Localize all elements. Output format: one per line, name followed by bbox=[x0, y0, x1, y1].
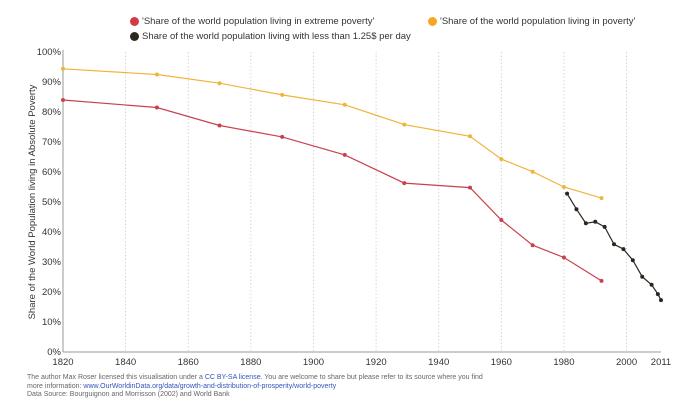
data-point bbox=[561, 185, 566, 189]
x-tick-label: 1940 bbox=[428, 357, 449, 368]
license-link[interactable]: CC BY-SA license bbox=[204, 374, 261, 381]
data-point bbox=[280, 134, 285, 139]
series-2 bbox=[565, 191, 663, 303]
y-tick-label: 30% bbox=[42, 257, 62, 268]
data-point bbox=[630, 258, 635, 263]
y-tick-label: 20% bbox=[42, 287, 62, 298]
legend-item-extreme-poverty[interactable]: 'Share of the world population living in… bbox=[130, 16, 374, 27]
series-line bbox=[566, 193, 662, 301]
data-point bbox=[612, 242, 617, 247]
y-tick-label: 70% bbox=[42, 137, 62, 148]
y-tick-label: 50% bbox=[42, 197, 62, 208]
y-tick-label: 90% bbox=[42, 77, 62, 88]
series-0 bbox=[61, 98, 604, 283]
data-point bbox=[154, 72, 159, 77]
footer-text-prefix: The author Max Roser licensed this visua… bbox=[27, 374, 205, 381]
data-point bbox=[649, 282, 654, 287]
x-tick-label: 1920 bbox=[366, 357, 387, 368]
data-point bbox=[402, 122, 407, 127]
series-1 bbox=[61, 66, 604, 201]
data-point bbox=[602, 224, 607, 229]
y-tick-label: 40% bbox=[42, 227, 62, 238]
data-point bbox=[530, 169, 535, 174]
series-line bbox=[62, 99, 602, 282]
legend-item-poverty[interactable]: 'Share of the world population living in… bbox=[428, 16, 635, 27]
data-point bbox=[61, 98, 65, 102]
x-tick-label: 2000 bbox=[616, 357, 637, 368]
grid-lines bbox=[125, 52, 627, 352]
y-tick-label: 0% bbox=[47, 347, 61, 358]
series-group bbox=[61, 66, 663, 303]
data-point bbox=[583, 221, 588, 226]
legend-label: Share of the world population living wit… bbox=[142, 31, 411, 42]
data-point bbox=[565, 191, 570, 196]
data-point bbox=[217, 123, 222, 128]
data-point bbox=[342, 152, 347, 157]
x-tick-label: 2011 bbox=[651, 357, 671, 368]
source-link[interactable]: www.OurWorldinData.org/data/growth-and-d… bbox=[83, 382, 337, 390]
data-point bbox=[499, 157, 504, 162]
y-tick-label: 10% bbox=[42, 317, 62, 328]
x-tick-label: 1840 bbox=[115, 357, 136, 368]
data-point bbox=[61, 66, 65, 71]
data-point bbox=[621, 247, 626, 252]
data-point bbox=[280, 92, 285, 97]
data-point bbox=[468, 185, 473, 190]
data-point bbox=[659, 298, 663, 303]
series-line bbox=[62, 68, 602, 199]
x-tick-label: 1960 bbox=[491, 357, 512, 368]
data-source-text: Data Source: Bourguignon and Morrisson (… bbox=[27, 391, 230, 398]
data-point bbox=[640, 274, 645, 279]
data-point bbox=[402, 181, 407, 186]
legend-dot-icon bbox=[130, 32, 139, 41]
y-tick-label: 80% bbox=[42, 107, 62, 118]
data-point bbox=[561, 255, 566, 260]
legend-dot-icon bbox=[428, 17, 437, 26]
data-point bbox=[154, 105, 159, 110]
y-tick-label: 60% bbox=[42, 167, 62, 178]
footer-credits: The author Max Roser licensed this visua… bbox=[27, 374, 497, 400]
x-tick-label: 1980 bbox=[553, 357, 574, 368]
legend-item-less-than-125[interactable]: Share of the world population living wit… bbox=[130, 31, 411, 42]
x-tick-label: 1860 bbox=[178, 357, 199, 368]
data-point bbox=[599, 196, 604, 201]
data-point bbox=[342, 102, 347, 107]
y-axis-ticks: 0% 10% 20% 30% 40% 50% 60% 70% 80% 90% 100% bbox=[37, 47, 62, 358]
legend-label: 'Share of the world population living in… bbox=[440, 16, 636, 27]
data-point bbox=[574, 207, 579, 212]
x-tick-label: 1880 bbox=[240, 357, 261, 368]
legend-label: 'Share of the world population living in… bbox=[142, 16, 375, 27]
y-axis-label: Share of the World Population living in … bbox=[27, 84, 38, 319]
data-point bbox=[655, 292, 660, 297]
data-point bbox=[499, 218, 504, 222]
y-tick-label: 100% bbox=[37, 47, 62, 58]
footer-text-suffix: . You are welcome to share but please re… bbox=[27, 374, 483, 390]
legend-dot-icon bbox=[130, 17, 139, 26]
data-point bbox=[530, 243, 535, 248]
data-point bbox=[593, 219, 598, 224]
x-tick-label: 1900 bbox=[303, 357, 324, 368]
x-axis-ticks: 1820 1840 1860 1880 1900 1920 1940 1960 1980 2000… bbox=[52, 357, 671, 368]
x-tick-label: 1820 bbox=[52, 357, 73, 368]
data-point bbox=[217, 81, 222, 86]
data-point bbox=[468, 134, 473, 139]
data-point bbox=[599, 278, 604, 283]
